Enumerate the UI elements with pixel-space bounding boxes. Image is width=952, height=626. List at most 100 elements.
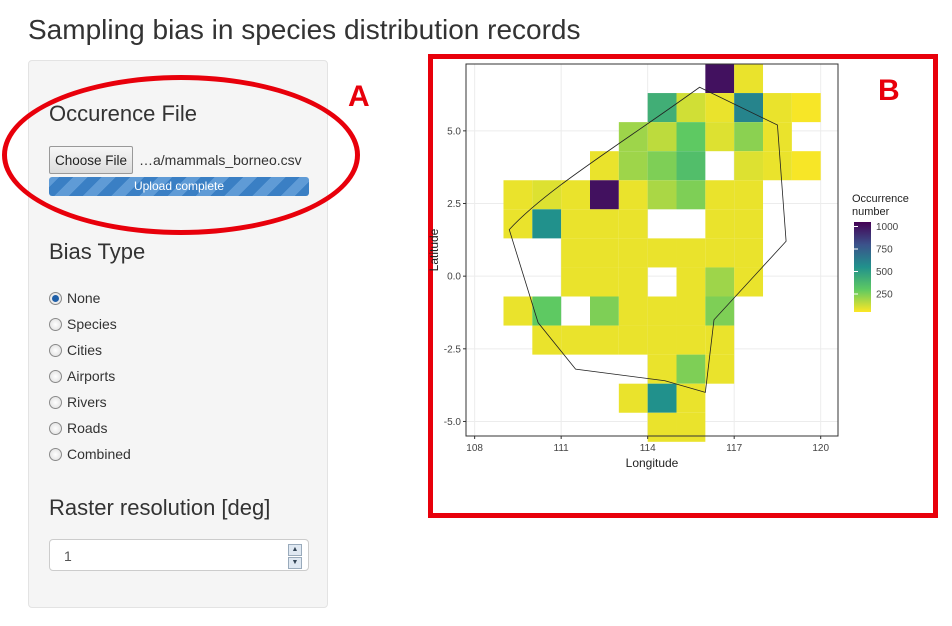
legend-label: 500 <box>876 267 893 278</box>
legend-label: 750 <box>876 245 893 256</box>
y-tick-label: 2.5 <box>447 199 461 210</box>
heatmap-cell <box>618 267 648 297</box>
heatmap-cell <box>734 180 764 210</box>
heatmap-cell <box>532 325 562 355</box>
legend-label: 1000 <box>876 222 899 233</box>
y-tick-label: 0.0 <box>447 272 461 283</box>
bias-option-cities[interactable]: Cities <box>49 337 131 363</box>
radio-label: None <box>67 290 101 306</box>
bias-type-heading: Bias Type <box>49 239 146 264</box>
heatmap-cell <box>590 325 619 355</box>
x-tick-label: 114 <box>640 443 656 454</box>
heatmap-cell <box>561 325 590 355</box>
heatmap-cell <box>705 209 735 239</box>
heatmap-cell <box>532 180 562 210</box>
heatmap-cell <box>705 122 735 152</box>
spinner-up-icon[interactable]: ▲ <box>288 544 302 556</box>
radio-label: Rivers <box>67 394 107 410</box>
heatmap-cell <box>705 325 735 355</box>
heatmap-cell <box>590 267 619 297</box>
heatmap-cell <box>561 180 590 210</box>
heatmap-cell <box>734 122 764 152</box>
radio-button[interactable] <box>49 317 62 331</box>
radio-label: Roads <box>67 420 108 436</box>
raster-resolution-input[interactable]: 1 ▲ ▼ <box>49 539 309 571</box>
bias-option-airports[interactable]: Airports <box>49 363 131 389</box>
radio-label: Combined <box>67 446 131 462</box>
bias-type-radio-group: None Species Cities Airports Rivers Roads Comb… <box>49 285 131 467</box>
annotation-label-a: A <box>348 80 370 113</box>
heatmap-cell <box>676 325 706 355</box>
heatmap-cell <box>734 238 764 268</box>
heatmap-cell <box>590 209 619 239</box>
bias-option-roads[interactable]: Roads <box>49 415 131 441</box>
plot-border <box>465 63 839 437</box>
heatmap-cell <box>763 93 792 123</box>
heatmap-cell <box>647 151 677 181</box>
heatmap-cell <box>503 180 533 210</box>
heatmap-cell <box>676 412 706 442</box>
x-tick-label: 108 <box>466 443 483 454</box>
heatmap-cell <box>734 151 764 181</box>
radio-label: Airports <box>67 368 116 384</box>
legend-label: 250 <box>876 290 893 301</box>
page-title: Sampling bias in species distribution re… <box>28 14 581 45</box>
radio-button[interactable] <box>49 291 62 305</box>
heatmap-cell <box>561 238 590 268</box>
radio-button[interactable] <box>49 421 62 435</box>
heatmap-cell <box>503 209 533 239</box>
heatmap-cell <box>647 93 677 123</box>
heatmap-cell <box>676 354 706 384</box>
radio-button[interactable] <box>49 395 62 409</box>
radio-button[interactable] <box>49 447 62 461</box>
coastline-outline <box>508 86 787 393</box>
heatmap-cell <box>676 122 706 152</box>
heatmap-cell <box>647 296 677 326</box>
x-tick-label: 111 <box>554 443 570 454</box>
radio-button[interactable] <box>49 369 62 383</box>
annotation-ellipse-a <box>2 75 360 235</box>
heatmap-cell <box>618 180 648 210</box>
x-axis-label: Longitude <box>626 456 679 470</box>
heatmap-cell <box>590 238 619 268</box>
raster-resolution-value: 1 <box>64 548 72 564</box>
heatmap-cell <box>705 93 735 123</box>
heatmap-cell <box>705 354 735 384</box>
heatmap-cell <box>647 122 677 152</box>
heatmap-cell <box>618 383 648 413</box>
bias-option-combined[interactable]: Combined <box>49 441 131 467</box>
heatmap-cell <box>590 151 619 181</box>
heatmap-cell <box>647 383 677 413</box>
heatmap-cell <box>647 180 677 210</box>
bias-option-none[interactable]: None <box>49 285 131 311</box>
heatmap-cell <box>561 267 590 297</box>
heatmap-cell <box>618 325 648 355</box>
radio-label: Species <box>67 316 117 332</box>
heatmap-cell <box>618 238 648 268</box>
spinner-down-icon[interactable]: ▼ <box>288 557 302 569</box>
x-tick-label: 120 <box>812 443 829 454</box>
heatmap-cell <box>590 180 619 210</box>
legend-colorbar <box>854 222 871 312</box>
bias-option-rivers[interactable]: Rivers <box>49 389 131 415</box>
radio-button[interactable] <box>49 343 62 357</box>
heatmap-cell <box>705 64 735 94</box>
number-spinner[interactable]: ▲ ▼ <box>288 544 302 569</box>
heatmap-cell <box>763 151 792 181</box>
y-tick-label: -5.0 <box>444 417 462 428</box>
heatmap-cell <box>647 412 677 442</box>
x-tick-label: 117 <box>726 443 742 454</box>
legend-title: Occurrence <box>852 193 909 205</box>
heatmap-cell <box>618 296 648 326</box>
heatmap-cell <box>676 180 706 210</box>
heatmap-cell <box>561 209 590 239</box>
heatmap-cell <box>791 151 821 181</box>
heatmap-cell <box>734 64 764 94</box>
radio-label: Cities <box>67 342 103 358</box>
legend-title-line2: number <box>852 206 890 218</box>
heatmap-cell <box>532 296 562 326</box>
heatmap-cell <box>676 296 706 326</box>
heatmap-cell <box>647 325 677 355</box>
bias-option-species[interactable]: Species <box>49 311 131 337</box>
y-tick-label: -2.5 <box>444 344 462 355</box>
